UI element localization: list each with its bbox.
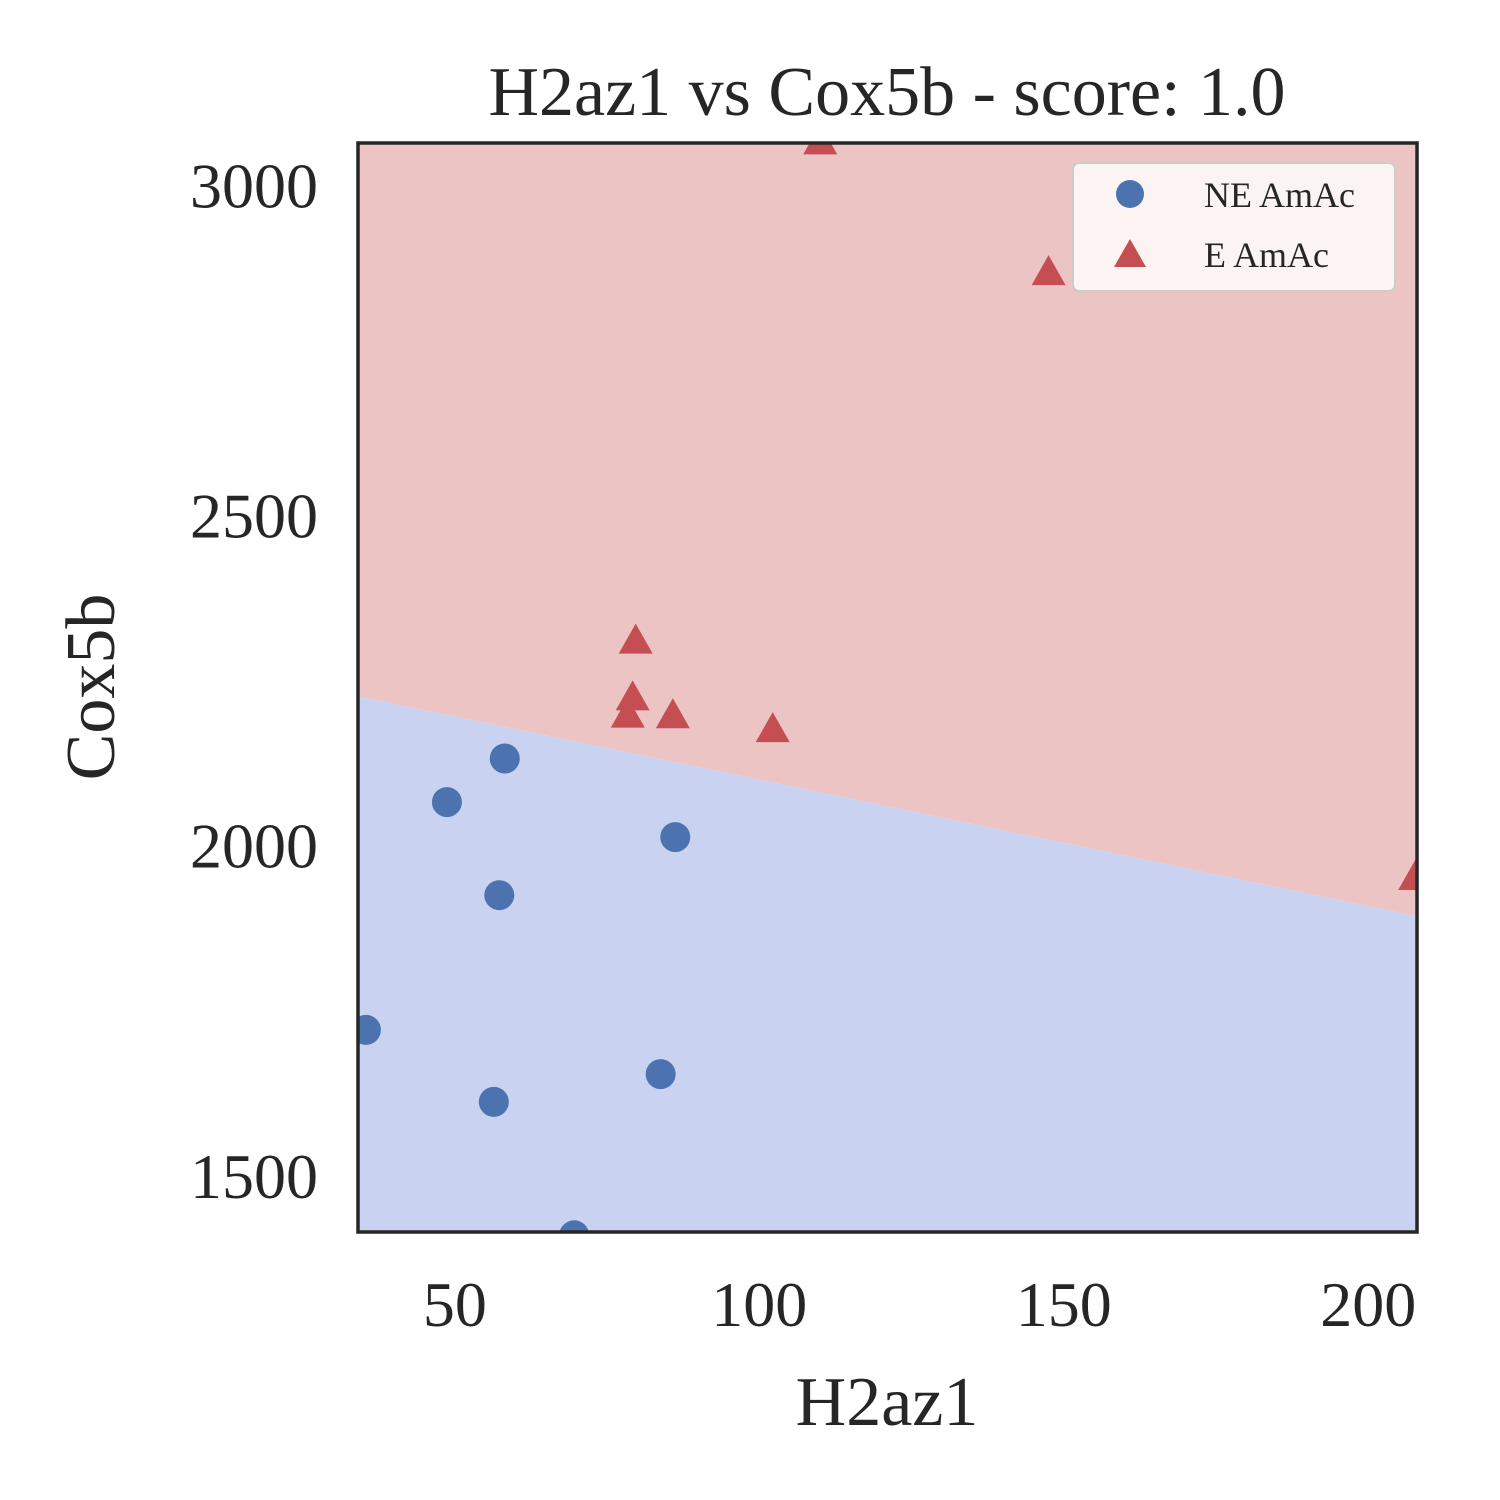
point-e-amac [618, 623, 653, 654]
point-ne-amac [484, 880, 515, 911]
point-e-amac [803, 143, 838, 155]
x-axis-label: H2az1 [796, 1364, 979, 1441]
point-e-amac [655, 698, 690, 729]
plot-frame [356, 141, 1419, 1234]
point-ne-amac [660, 822, 691, 853]
region-ne-amac [358, 696, 1417, 1232]
point-e-amac [1398, 860, 1417, 891]
x-tick-label: 50 [423, 1269, 487, 1340]
point-ne-amac [358, 1014, 381, 1045]
y-tick-label: 1500 [190, 1141, 318, 1212]
point-ne-amac [559, 1220, 589, 1232]
legend-box [1072, 162, 1396, 292]
point-e-amac [755, 712, 790, 743]
point-ne-amac [478, 1086, 509, 1117]
point-ne-amac [489, 743, 520, 774]
y-tick-label: 2500 [190, 480, 318, 551]
y-tick-label: 2000 [190, 811, 318, 882]
legend: NE AmAc E AmAc [1072, 162, 1396, 292]
point-e-amac [610, 697, 645, 728]
y-tick-label: 3000 [190, 150, 318, 221]
legend-ne-amac-marker [1116, 180, 1144, 208]
point-e-amac [615, 680, 650, 711]
x-tick-label: 200 [1320, 1269, 1416, 1340]
legend-e-amac-label: E AmAc [1204, 235, 1329, 275]
chart-title: H2az1 vs Cox5b - score: 1.0 [488, 54, 1285, 131]
point-ne-amac [645, 1059, 676, 1090]
legend-ne-amac-label: NE AmAc [1204, 175, 1355, 215]
y-axis-label: Cox5b [53, 594, 130, 781]
x-tick-label: 150 [1016, 1269, 1112, 1340]
point-ne-amac [431, 787, 462, 818]
x-tick-label: 100 [711, 1269, 807, 1340]
point-e-amac [1031, 255, 1066, 286]
legend-e-amac-marker [1114, 239, 1146, 267]
